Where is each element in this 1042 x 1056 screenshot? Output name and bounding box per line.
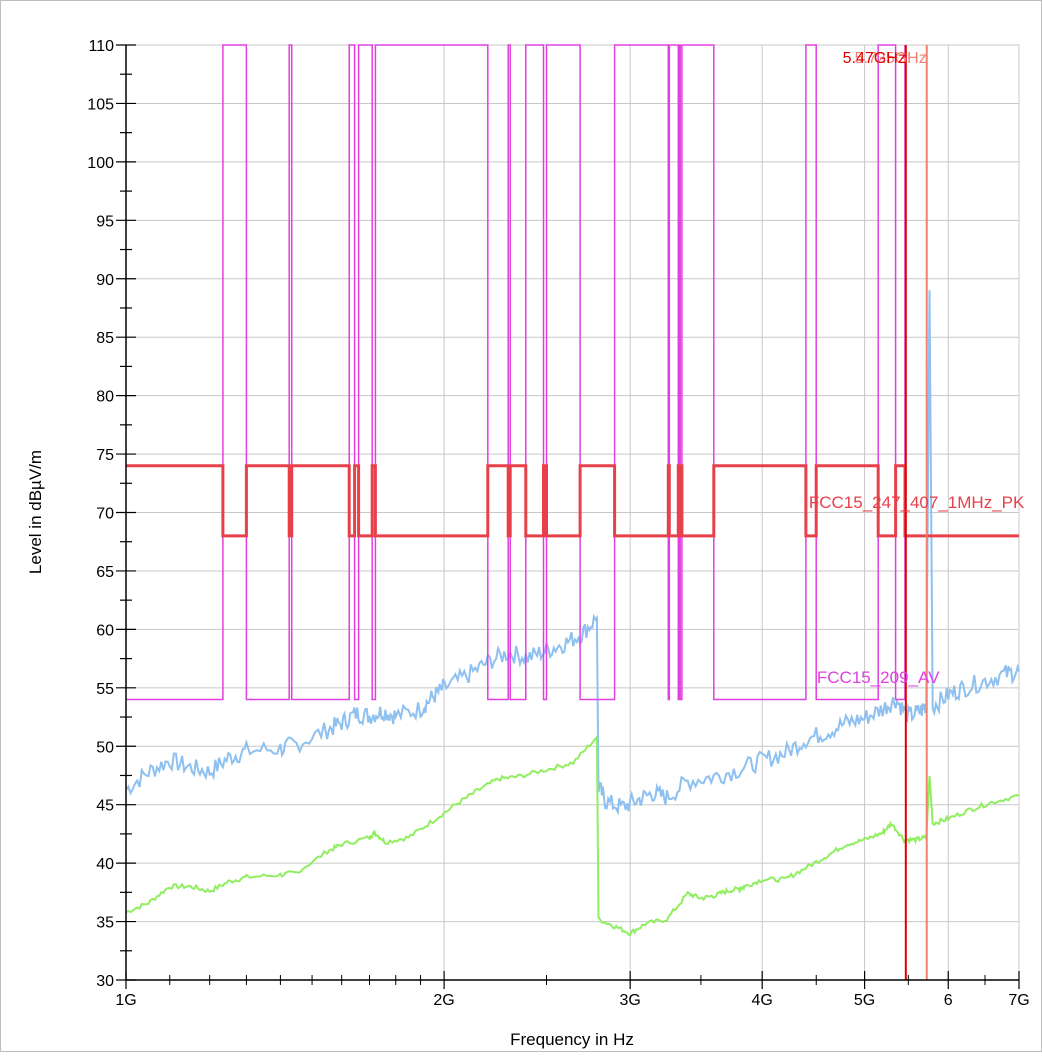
x-tick-label: 3G [619,992,640,1009]
x-tick-label: 4G [752,992,773,1009]
y-tick-label: 85 [96,330,114,347]
x-axis-label: Frequency in Hz [510,1030,634,1049]
y-axis-label: Level in dBµV/m [26,450,45,574]
marker-label: 5.47GHz [843,50,906,67]
x-tick-label: 2G [433,992,454,1009]
limit-pk-line [126,464,1019,538]
annotations: FCC15_247_407_1MHz_PK FCC15_209_AV [809,493,1025,687]
x-tick-label: 6 [944,992,953,1009]
y-tick-label: 65 [96,564,114,581]
peak-trace [125,290,1020,816]
y-tick-label: 45 [96,798,114,815]
y-tick-label: 100 [87,155,114,172]
y-tick-label: 50 [96,739,114,756]
y-tick-label: 80 [96,389,114,406]
limit-av-line [126,44,906,701]
grid-lines [125,44,1020,981]
y-tick-label: 90 [96,272,114,289]
x-tick-label: 1G [115,992,136,1009]
traces [125,290,1020,937]
y-tick-label: 40 [96,856,114,873]
axes [116,44,1020,989]
y-tick-label: 30 [96,973,114,990]
y-tick-label: 75 [96,447,114,464]
y-tick-label: 70 [96,506,114,523]
average-trace [125,733,1020,937]
x-tick-label: 7G [1008,992,1029,1009]
y-tick-label: 35 [96,915,114,932]
y-tick-label: 55 [96,681,114,698]
limit-annotation: FCC15_209_AV [817,668,940,687]
y-tick-label: 105 [87,96,114,113]
limit-annotation: FCC15_247_407_1MHz_PK [809,493,1025,512]
x-tick-label: 5G [854,992,875,1009]
y-tick-label: 60 [96,622,114,639]
y-tick-label: 95 [96,213,114,230]
y-tick-label: 110 [88,38,114,55]
limit-lines [126,44,1019,701]
tick-labels: 30 35 40 45 50 55 60 65 70 75 80 85 90 95 100 105 110 1G 2… [87,38,1029,1009]
marker-label: 5.725GHz [855,50,927,67]
